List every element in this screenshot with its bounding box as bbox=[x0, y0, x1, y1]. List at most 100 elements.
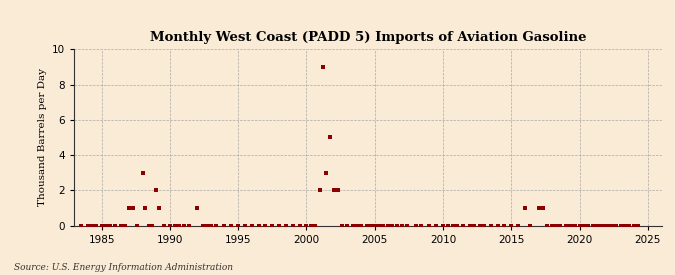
Point bbox=[563, 223, 574, 228]
Point bbox=[623, 223, 634, 228]
Point bbox=[611, 223, 622, 228]
Point bbox=[356, 223, 367, 228]
Point bbox=[597, 223, 608, 228]
Point bbox=[170, 223, 181, 228]
Point bbox=[447, 223, 458, 228]
Point bbox=[201, 223, 212, 228]
Point bbox=[475, 223, 485, 228]
Point bbox=[226, 223, 237, 228]
Point bbox=[547, 223, 558, 228]
Y-axis label: Thousand Barrels per Day: Thousand Barrels per Day bbox=[38, 68, 47, 207]
Point bbox=[101, 223, 111, 228]
Point bbox=[588, 223, 599, 228]
Point bbox=[555, 223, 566, 228]
Point bbox=[492, 223, 503, 228]
Point bbox=[578, 223, 589, 228]
Point bbox=[90, 223, 101, 228]
Point bbox=[465, 223, 476, 228]
Point bbox=[178, 223, 189, 228]
Point bbox=[294, 223, 305, 228]
Point bbox=[567, 223, 578, 228]
Point bbox=[124, 206, 134, 210]
Point bbox=[601, 223, 612, 228]
Point bbox=[397, 223, 408, 228]
Point bbox=[593, 223, 604, 228]
Point bbox=[105, 223, 115, 228]
Point bbox=[377, 223, 388, 228]
Point bbox=[537, 206, 548, 210]
Point bbox=[520, 206, 531, 210]
Point bbox=[506, 223, 516, 228]
Point bbox=[619, 223, 630, 228]
Point bbox=[153, 206, 164, 210]
Point bbox=[513, 223, 524, 228]
Point bbox=[391, 223, 402, 228]
Point bbox=[591, 223, 601, 228]
Point bbox=[165, 223, 176, 228]
Point bbox=[301, 223, 312, 228]
Point bbox=[205, 223, 216, 228]
Point bbox=[315, 188, 325, 192]
Point bbox=[342, 223, 353, 228]
Point bbox=[570, 223, 581, 228]
Point bbox=[260, 223, 271, 228]
Point bbox=[337, 223, 348, 228]
Point bbox=[317, 65, 328, 69]
Point bbox=[328, 188, 339, 192]
Point bbox=[615, 223, 626, 228]
Point bbox=[76, 223, 86, 228]
Point bbox=[352, 223, 362, 228]
Point bbox=[424, 223, 435, 228]
Point bbox=[633, 223, 644, 228]
Point bbox=[119, 223, 130, 228]
Point bbox=[458, 223, 469, 228]
Point bbox=[437, 223, 448, 228]
Point bbox=[288, 223, 298, 228]
Point bbox=[197, 223, 208, 228]
Point bbox=[86, 223, 97, 228]
Point bbox=[309, 223, 320, 228]
Point bbox=[499, 223, 510, 228]
Point bbox=[82, 223, 93, 228]
Title: Monthly West Coast (PADD 5) Imports of Aviation Gasoline: Monthly West Coast (PADD 5) Imports of A… bbox=[150, 31, 586, 44]
Point bbox=[604, 223, 615, 228]
Point bbox=[144, 223, 155, 228]
Point bbox=[365, 223, 376, 228]
Point bbox=[146, 223, 157, 228]
Point bbox=[246, 223, 257, 228]
Point bbox=[174, 223, 185, 228]
Point bbox=[110, 223, 121, 228]
Point bbox=[369, 223, 380, 228]
Point bbox=[253, 223, 264, 228]
Point bbox=[387, 223, 398, 228]
Point bbox=[416, 223, 427, 228]
Point bbox=[132, 223, 142, 228]
Point bbox=[192, 206, 202, 210]
Point bbox=[233, 223, 244, 228]
Point bbox=[96, 223, 107, 228]
Point bbox=[583, 223, 593, 228]
Point bbox=[574, 223, 585, 228]
Point bbox=[151, 188, 161, 192]
Point bbox=[629, 223, 640, 228]
Point bbox=[137, 170, 148, 175]
Point bbox=[240, 223, 250, 228]
Point bbox=[320, 170, 331, 175]
Point bbox=[140, 206, 151, 210]
Point bbox=[332, 188, 343, 192]
Point bbox=[452, 223, 462, 228]
Point bbox=[324, 135, 335, 140]
Point bbox=[305, 223, 316, 228]
Point bbox=[115, 223, 126, 228]
Point bbox=[402, 223, 413, 228]
Point bbox=[533, 206, 544, 210]
Point bbox=[469, 223, 480, 228]
Point bbox=[383, 223, 394, 228]
Point bbox=[443, 223, 454, 228]
Point bbox=[525, 223, 536, 228]
Point bbox=[128, 206, 138, 210]
Point bbox=[541, 223, 552, 228]
Point bbox=[485, 223, 496, 228]
Point bbox=[560, 223, 571, 228]
Point bbox=[551, 223, 562, 228]
